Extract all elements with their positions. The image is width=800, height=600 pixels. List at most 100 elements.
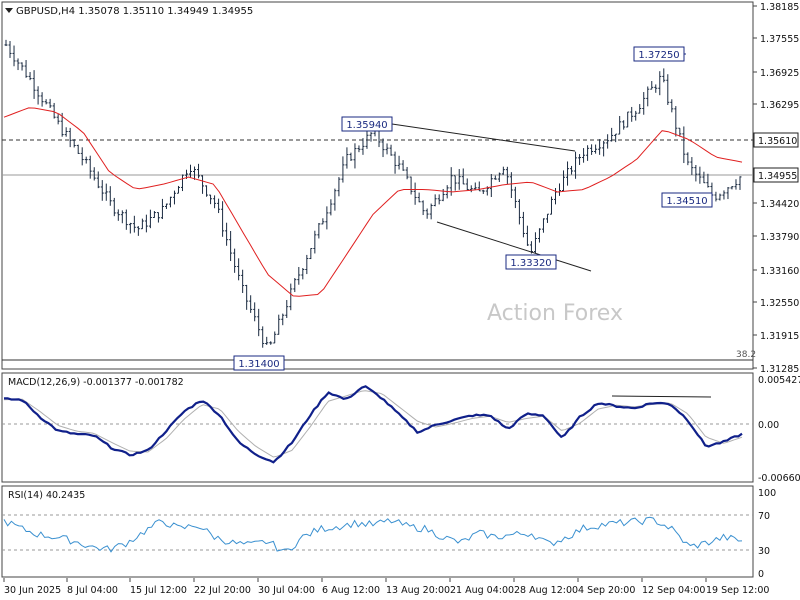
price-bar bbox=[241, 269, 245, 293]
price-bar bbox=[152, 211, 156, 218]
price-bar bbox=[638, 104, 642, 114]
price-bar bbox=[337, 177, 341, 197]
price-bar bbox=[630, 106, 634, 122]
price-bar bbox=[421, 200, 425, 216]
svg-text:1.33320: 1.33320 bbox=[510, 258, 551, 269]
x-tick-label: 4 Sep 20:00 bbox=[578, 585, 635, 596]
price-bar bbox=[578, 154, 582, 165]
annotation-134510: 1.34510 bbox=[661, 192, 713, 208]
price-bar bbox=[634, 110, 638, 121]
price-bar bbox=[489, 174, 493, 198]
price-bar bbox=[325, 206, 329, 230]
price-bar bbox=[132, 215, 136, 233]
price-bar bbox=[40, 92, 44, 107]
price-bar bbox=[225, 222, 229, 246]
price-bar bbox=[513, 186, 517, 209]
price-bar bbox=[317, 222, 321, 239]
price-bar bbox=[702, 171, 706, 184]
price-bar bbox=[602, 140, 606, 157]
price-bar bbox=[8, 41, 12, 58]
price-bar bbox=[205, 185, 209, 197]
price-bar bbox=[84, 156, 88, 164]
x-tick-label: 30 Jun 2025 bbox=[4, 585, 61, 596]
x-tick-label: 21 Aug 04:00 bbox=[450, 585, 514, 596]
price-bar bbox=[201, 175, 205, 194]
price-y-tick: 1.36925 bbox=[760, 68, 799, 79]
price-bar bbox=[714, 191, 718, 202]
price-bar bbox=[309, 247, 313, 260]
price-bar bbox=[297, 266, 301, 285]
price-bar bbox=[409, 176, 413, 195]
rsi-y-tick-100: 100 bbox=[758, 488, 776, 499]
macd-panel-title: MACD(12,26,9) -0.001377 -0.001782 bbox=[8, 377, 184, 388]
price-bar bbox=[586, 145, 590, 161]
price-bar bbox=[168, 196, 172, 208]
x-tick-label: 30 Jul 04:00 bbox=[258, 585, 315, 596]
svg-text:1.34510: 1.34510 bbox=[666, 196, 707, 207]
price-y-tick: 1.33160 bbox=[760, 266, 799, 277]
price-bar bbox=[666, 74, 670, 105]
price-bar bbox=[449, 167, 453, 196]
price-bar bbox=[20, 62, 24, 71]
price-bar bbox=[353, 143, 357, 169]
price-y-tick: 1.38185 bbox=[760, 2, 799, 13]
price-bar bbox=[381, 138, 385, 158]
price-bar bbox=[465, 178, 469, 191]
price-bar bbox=[497, 172, 501, 182]
lower-trendline bbox=[436, 221, 592, 272]
price-bar bbox=[357, 145, 361, 153]
rsi-y-tick-30: 30 bbox=[758, 546, 770, 557]
macd-y-tick-bottom: -0.006603 bbox=[758, 473, 800, 484]
price-bar bbox=[690, 157, 694, 175]
price-bar bbox=[694, 164, 698, 182]
price-bar bbox=[521, 211, 525, 238]
macd-y-tick-top: 0.005427 bbox=[758, 375, 800, 386]
price-panel-title: GBPUSD,H4 1.35078 1.35110 1.34949 1.3495… bbox=[5, 6, 253, 17]
annotation-131400: 1.31400 bbox=[233, 355, 285, 371]
price-bar bbox=[44, 99, 48, 105]
price-bar bbox=[144, 214, 148, 233]
price-bar bbox=[313, 230, 317, 254]
price-bar bbox=[566, 161, 570, 186]
price-bar bbox=[509, 172, 513, 199]
price-bar bbox=[80, 147, 84, 166]
price-bar bbox=[16, 58, 20, 71]
price-bar bbox=[493, 175, 497, 180]
macd-y-tick-zero: 0.00 bbox=[758, 420, 779, 431]
price-bar bbox=[562, 170, 566, 192]
price-bar bbox=[401, 160, 405, 171]
price-bar bbox=[124, 209, 128, 230]
price-bar bbox=[598, 139, 602, 155]
price-bar bbox=[172, 190, 176, 205]
price-bar bbox=[618, 115, 622, 135]
price-bar bbox=[606, 134, 610, 149]
price-bar bbox=[529, 241, 533, 254]
price-bar bbox=[4, 39, 8, 47]
price-bar bbox=[68, 127, 72, 148]
price-bar bbox=[662, 68, 666, 83]
price-bar bbox=[213, 195, 217, 209]
rsi-y-tick-0: 0 bbox=[758, 569, 764, 580]
price-bar bbox=[112, 197, 116, 217]
price-bar bbox=[56, 114, 60, 125]
x-tick-label: 8 Jul 04:00 bbox=[67, 585, 118, 596]
price-bar bbox=[405, 166, 409, 180]
price-bar bbox=[389, 144, 393, 156]
price-bar bbox=[718, 193, 722, 201]
price-bar bbox=[32, 70, 36, 99]
moving-average-line bbox=[3, 107, 743, 297]
price-bar bbox=[722, 190, 726, 200]
price-bar bbox=[229, 230, 233, 262]
price-bar bbox=[180, 174, 184, 192]
x-tick-label: 28 Aug 12:00 bbox=[514, 585, 578, 596]
price-bar bbox=[385, 143, 389, 155]
price-bar bbox=[321, 218, 325, 225]
price-bar bbox=[265, 336, 269, 345]
price-bar bbox=[12, 45, 16, 67]
price-bar bbox=[654, 84, 658, 93]
macd-main-line bbox=[3, 385, 743, 464]
price-bar bbox=[281, 313, 285, 326]
price-bar bbox=[594, 144, 598, 154]
